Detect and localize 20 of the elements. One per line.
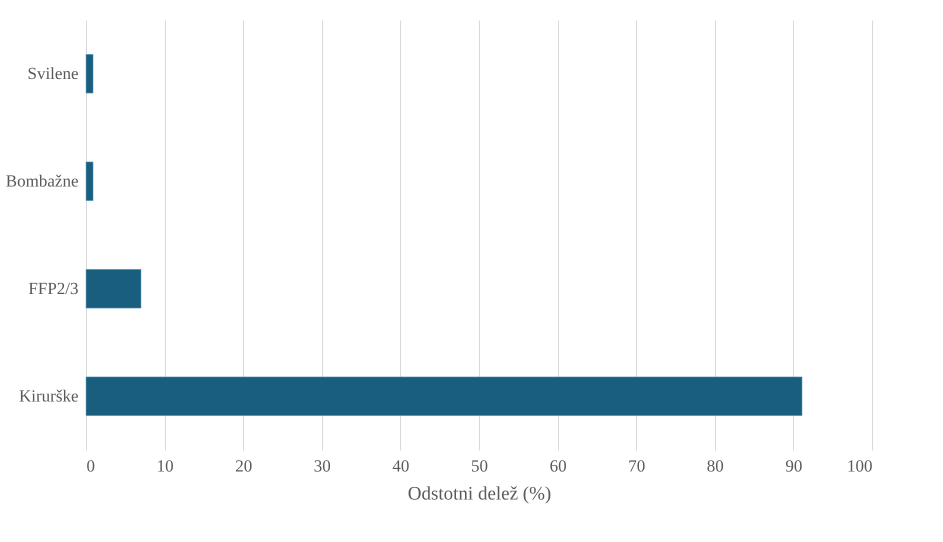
x-tick-label: 20 — [235, 456, 252, 476]
y-tick-label: Svilene — [28, 64, 78, 83]
x-tick-label: 100 — [847, 456, 872, 476]
bar — [86, 376, 802, 416]
bar — [86, 269, 142, 308]
x-tick-label: 50 — [471, 456, 488, 476]
bar — [86, 54, 94, 94]
x-tick-label: 90 — [785, 456, 802, 476]
x-tick-label: 60 — [550, 456, 567, 476]
x-tick-label: 80 — [706, 456, 724, 476]
y-tick-label: Kirurške — [19, 386, 78, 406]
x-tick-label: 70 — [628, 456, 646, 476]
x-tick-label: 0 — [86, 456, 95, 476]
y-tick-label: Bombažne — [6, 171, 78, 190]
x-tick-label: 40 — [392, 456, 410, 476]
bar — [86, 162, 94, 201]
y-tick-label: FFP2/3 — [28, 278, 78, 298]
x-axis-title: Odstotni delež (%) — [408, 484, 552, 504]
x-tick-label: 10 — [156, 456, 174, 476]
x-tick-label: 30 — [314, 456, 331, 476]
